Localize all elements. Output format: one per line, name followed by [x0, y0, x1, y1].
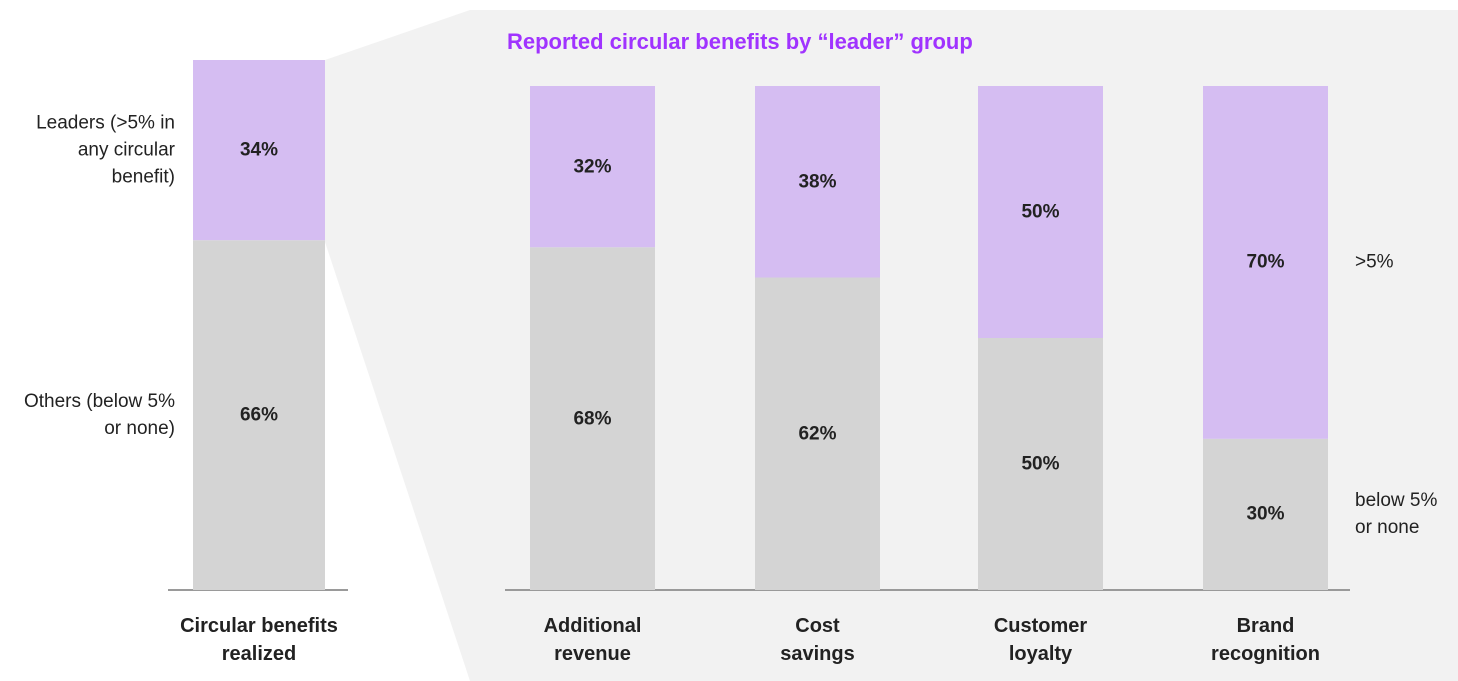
- data-label: 66%: [239, 404, 279, 426]
- bar-segment: [193, 60, 325, 241]
- bar-segment: [530, 86, 655, 248]
- chart-title: Reported circular benefits by “leader” g…: [507, 29, 973, 54]
- bar-segment: [755, 277, 880, 590]
- legend-label: >5%: [1355, 251, 1394, 273]
- data-label: 38%: [798, 171, 837, 193]
- x-tick-label: Cost savings: [780, 615, 855, 665]
- data-label: 30%: [1246, 503, 1285, 525]
- series-label: Others (below 5% or none): [23, 391, 175, 440]
- series-label: Leaders (>5% in any circular benefit): [36, 112, 175, 188]
- bar-segment: [1203, 438, 1328, 590]
- x-tick-label: Customer loyalty: [993, 615, 1088, 665]
- bar-segment: [978, 338, 1103, 590]
- x-tick-label: Brand recognition: [1211, 615, 1320, 665]
- data-label: 70%: [1246, 251, 1285, 273]
- data-label: 50%: [1021, 453, 1060, 475]
- legend-label: below 5% or none: [1355, 490, 1438, 539]
- data-label: 62%: [798, 423, 837, 445]
- data-label: 34%: [239, 139, 279, 161]
- x-tick-label: Additional revenue: [543, 615, 642, 665]
- data-label: 32%: [573, 156, 612, 178]
- bar-segment: [530, 247, 655, 590]
- data-label: 50%: [1021, 201, 1060, 223]
- data-label: 68%: [573, 408, 612, 430]
- x-tick-label: Circular benefits realized: [180, 615, 338, 665]
- bar-segment: [1203, 86, 1328, 439]
- bar-segment: [978, 86, 1103, 338]
- bar-segment: [755, 86, 880, 278]
- bar-segment: [193, 240, 325, 590]
